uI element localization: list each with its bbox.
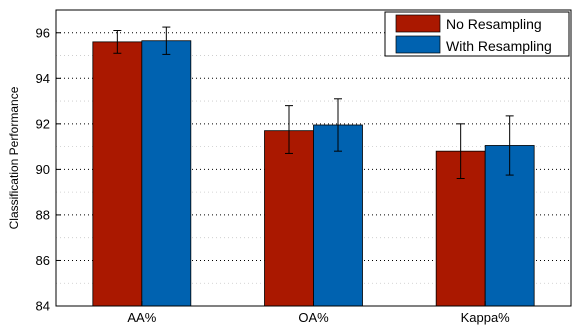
legend-label-with-resampling: With Resampling (446, 38, 552, 54)
x-ticks: AA% OA% Kappa% (127, 301, 510, 325)
plot-frame (55, 9, 572, 307)
y-ticks: 84 86 88 90 92 94 96 (36, 25, 61, 314)
y-tick-label: 90 (36, 162, 50, 177)
legend: No Resampling With Resampling (384, 11, 570, 57)
bar-no-resampling (264, 130, 314, 307)
legend-swatch-no-resampling (395, 14, 441, 33)
y-tick-label: 92 (36, 116, 50, 131)
bar-no-resampling (92, 41, 143, 307)
x-tick-label: AA% (127, 310, 156, 325)
y-tick-label: 86 (36, 253, 50, 268)
y-tick-label: 96 (36, 25, 50, 40)
legend-label-no-resampling: No Resampling (446, 16, 542, 32)
bar-with-resampling (141, 40, 192, 307)
x-tick-label: OA% (298, 310, 329, 325)
y-tick-label: 84 (36, 299, 50, 314)
bars (92, 40, 535, 307)
bar-with-resampling (313, 124, 363, 307)
legend-swatch-with-resampling (395, 35, 441, 54)
y-tick-label: 88 (36, 207, 50, 222)
x-tick-label: Kappa% (461, 310, 511, 325)
y-tick-label: 94 (36, 71, 50, 86)
y-axis-label: Classification Performance (7, 86, 21, 229)
error-bars (113, 26, 514, 179)
